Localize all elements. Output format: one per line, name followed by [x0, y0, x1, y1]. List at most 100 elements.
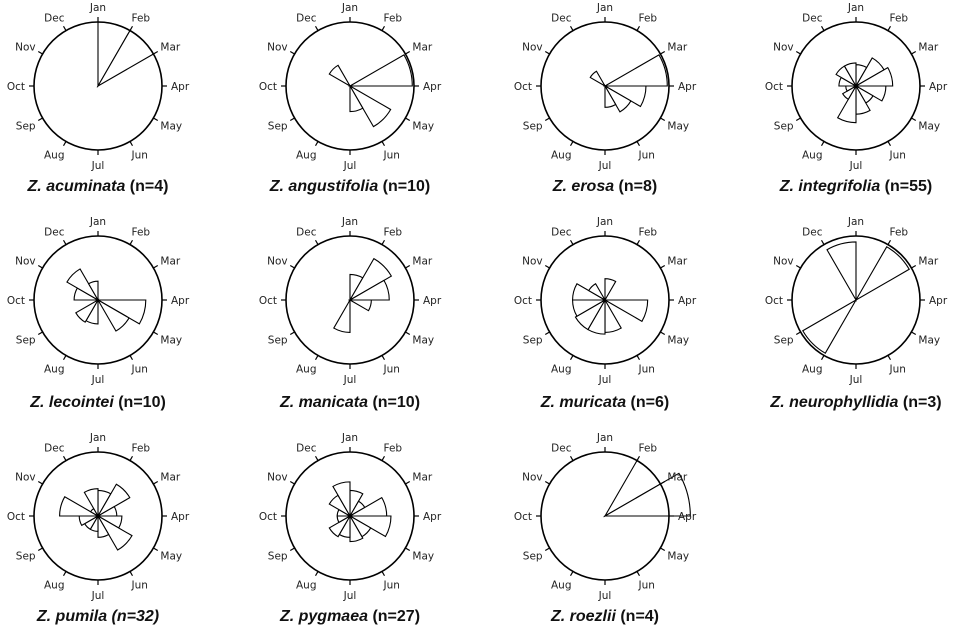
month-label: May — [412, 551, 434, 563]
month-label: Dec — [551, 13, 572, 25]
month-label: Sep — [774, 335, 794, 347]
rose-wedge-jul — [836, 83, 857, 124]
month-tick — [636, 455, 641, 461]
month-label: Mar — [412, 256, 432, 268]
month-tick — [795, 117, 801, 122]
month-label: Aug — [551, 363, 572, 375]
month-label: Aug — [296, 149, 317, 161]
month-label: Jun — [383, 363, 400, 375]
month-tick — [129, 355, 134, 361]
month-tick — [636, 25, 641, 31]
month-tick — [544, 50, 550, 55]
month-label: Nov — [267, 472, 288, 484]
month-label: Feb — [639, 227, 658, 239]
sample-count: (n=6) — [626, 394, 669, 411]
rose-wedge-aug — [802, 298, 858, 354]
month-label: Aug — [551, 579, 572, 591]
month-tick — [62, 455, 67, 461]
month-label: Mar — [667, 256, 687, 268]
rose-wedge-jun — [349, 83, 364, 113]
month-label: Feb — [132, 443, 151, 455]
month-tick — [405, 331, 411, 336]
month-tick — [289, 50, 295, 55]
month-label: Apr — [423, 295, 442, 307]
month-label: Apr — [423, 81, 442, 93]
month-label: Nov — [15, 472, 36, 484]
rose-wedge-mar — [347, 54, 413, 87]
month-label: Sep — [774, 121, 794, 133]
month-tick — [37, 264, 43, 269]
species-name: Z. roezlii — [550, 608, 616, 625]
rose-wedge-apr — [347, 515, 392, 538]
month-tick — [660, 480, 666, 485]
month-label: Feb — [384, 443, 403, 455]
month-label: Feb — [384, 227, 403, 239]
month-label: Oct — [765, 295, 783, 307]
month-label: Jan — [847, 216, 864, 228]
month-label: Jan — [89, 432, 106, 444]
month-label: Feb — [890, 13, 909, 25]
month-label: Sep — [523, 335, 543, 347]
month-label: Mar — [918, 42, 938, 54]
month-label: May — [160, 551, 182, 563]
month-label: May — [412, 121, 434, 133]
month-label: Jun — [638, 363, 655, 375]
month-tick — [887, 355, 892, 361]
month-label: Jul — [598, 374, 612, 386]
month-label: Aug — [551, 149, 572, 161]
month-label: Dec — [551, 443, 572, 455]
rose-wedge-dec — [83, 488, 99, 519]
month-tick — [569, 239, 574, 245]
month-tick — [569, 571, 574, 577]
rose-wedge-nov — [66, 268, 100, 302]
month-label: Oct — [765, 81, 783, 93]
month-label: Dec — [802, 227, 823, 239]
sample-count: (n=4) — [125, 178, 168, 195]
month-label: Jun — [638, 149, 655, 161]
month-label: Jul — [91, 590, 105, 602]
month-tick — [820, 239, 825, 245]
month-label: Jan — [847, 2, 864, 14]
month-tick — [62, 141, 67, 147]
month-label: Oct — [514, 511, 532, 523]
month-label: Oct — [259, 295, 277, 307]
month-tick — [569, 355, 574, 361]
month-label: Feb — [639, 13, 658, 25]
month-tick — [381, 141, 386, 147]
sample-count: (n=10) — [368, 394, 420, 411]
month-label: Aug — [802, 149, 823, 161]
month-label: Jan — [596, 2, 613, 14]
month-tick — [660, 117, 666, 122]
month-tick — [153, 117, 159, 122]
month-label: Mar — [667, 42, 687, 54]
month-tick — [405, 480, 411, 485]
rose-panel: Jan Feb Mar Apr May Jun Jul Aug Sep Oct Nov Dec Z. l… — [7, 216, 190, 411]
month-tick — [405, 50, 411, 55]
month-tick — [129, 25, 134, 31]
sample-count: (n=32) — [107, 608, 159, 625]
month-tick — [569, 25, 574, 31]
month-label: Jul — [343, 374, 357, 386]
rose-panel: Jan Feb Mar Apr May Jun Jul Aug Sep Oct Nov Dec Z. e… — [514, 2, 697, 195]
month-label: Nov — [15, 256, 36, 268]
month-label: Dec — [296, 443, 317, 455]
month-label: Apr — [929, 81, 948, 93]
month-tick — [660, 547, 666, 552]
month-tick — [153, 480, 159, 485]
month-label: Mar — [412, 472, 432, 484]
month-tick — [62, 239, 67, 245]
rose-wedge-may — [96, 298, 130, 332]
month-label: Jul — [849, 160, 863, 172]
month-label: Dec — [44, 227, 65, 239]
sample-count: (n=55) — [880, 178, 932, 195]
month-tick — [314, 239, 319, 245]
month-label: Jul — [849, 374, 863, 386]
month-label: Aug — [802, 363, 823, 375]
rose-panel: Jan Feb Mar Apr May Jun Jul Aug Sep Oct Nov Dec Z. p… — [259, 432, 442, 625]
rose-wedge-apr — [347, 299, 372, 312]
sample-count: (n=4) — [616, 608, 659, 625]
sample-count: (n=10) — [114, 394, 166, 411]
month-label: Dec — [296, 227, 317, 239]
rose-wedge-mar — [602, 472, 691, 517]
